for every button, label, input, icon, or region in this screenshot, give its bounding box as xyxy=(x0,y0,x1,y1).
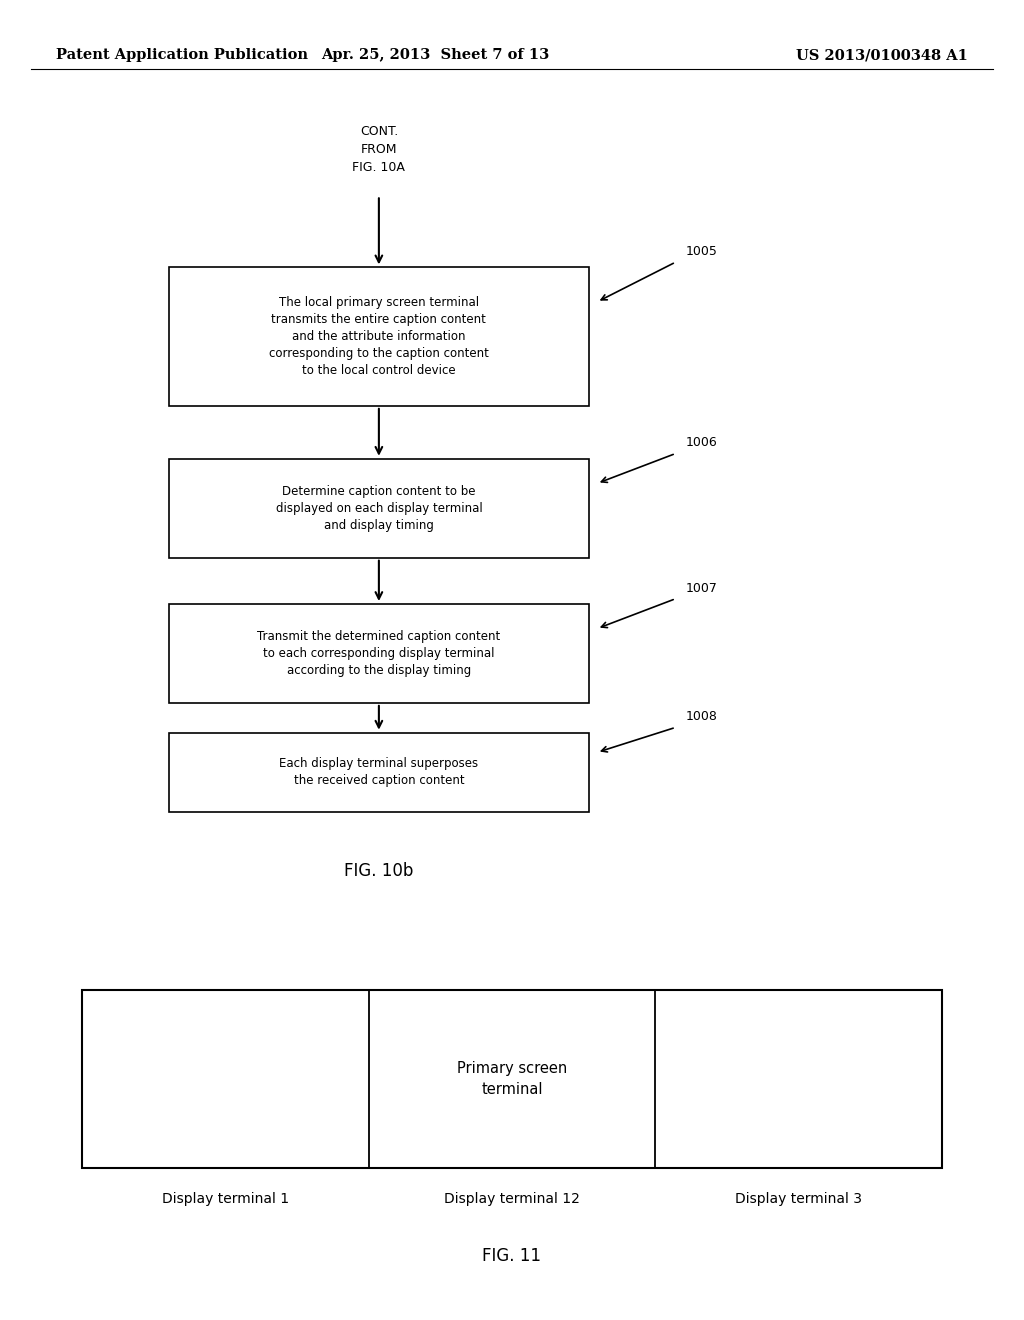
Text: CONT.
FROM
FIG. 10A: CONT. FROM FIG. 10A xyxy=(352,125,406,174)
Text: FIG. 10b: FIG. 10b xyxy=(344,862,414,880)
Bar xyxy=(82,990,942,1168)
Text: Primary screen
terminal: Primary screen terminal xyxy=(457,1061,567,1097)
Text: Display terminal 3: Display terminal 3 xyxy=(735,1192,862,1206)
Bar xyxy=(169,267,589,407)
Text: US 2013/0100348 A1: US 2013/0100348 A1 xyxy=(796,49,968,62)
Bar xyxy=(169,605,589,702)
Text: Patent Application Publication: Patent Application Publication xyxy=(56,49,308,62)
Text: Determine caption content to be
displayed on each display terminal
and display t: Determine caption content to be displaye… xyxy=(275,484,482,532)
Text: 1008: 1008 xyxy=(686,710,718,723)
Text: 1007: 1007 xyxy=(686,582,718,594)
Text: Transmit the determined caption content
to each corresponding display terminal
a: Transmit the determined caption content … xyxy=(257,630,501,677)
Bar xyxy=(169,459,589,557)
Text: FIG. 11: FIG. 11 xyxy=(482,1247,542,1266)
Text: The local primary screen terminal
transmits the entire caption content
and the a: The local primary screen terminal transm… xyxy=(269,296,488,378)
Text: Apr. 25, 2013  Sheet 7 of 13: Apr. 25, 2013 Sheet 7 of 13 xyxy=(322,49,549,62)
Text: Display terminal 12: Display terminal 12 xyxy=(444,1192,580,1206)
Text: Display terminal 1: Display terminal 1 xyxy=(162,1192,289,1206)
Bar xyxy=(169,733,589,812)
Text: 1006: 1006 xyxy=(686,437,718,449)
Text: Each display terminal superposes
the received caption content: Each display terminal superposes the rec… xyxy=(280,758,478,787)
Text: 1005: 1005 xyxy=(686,246,718,257)
